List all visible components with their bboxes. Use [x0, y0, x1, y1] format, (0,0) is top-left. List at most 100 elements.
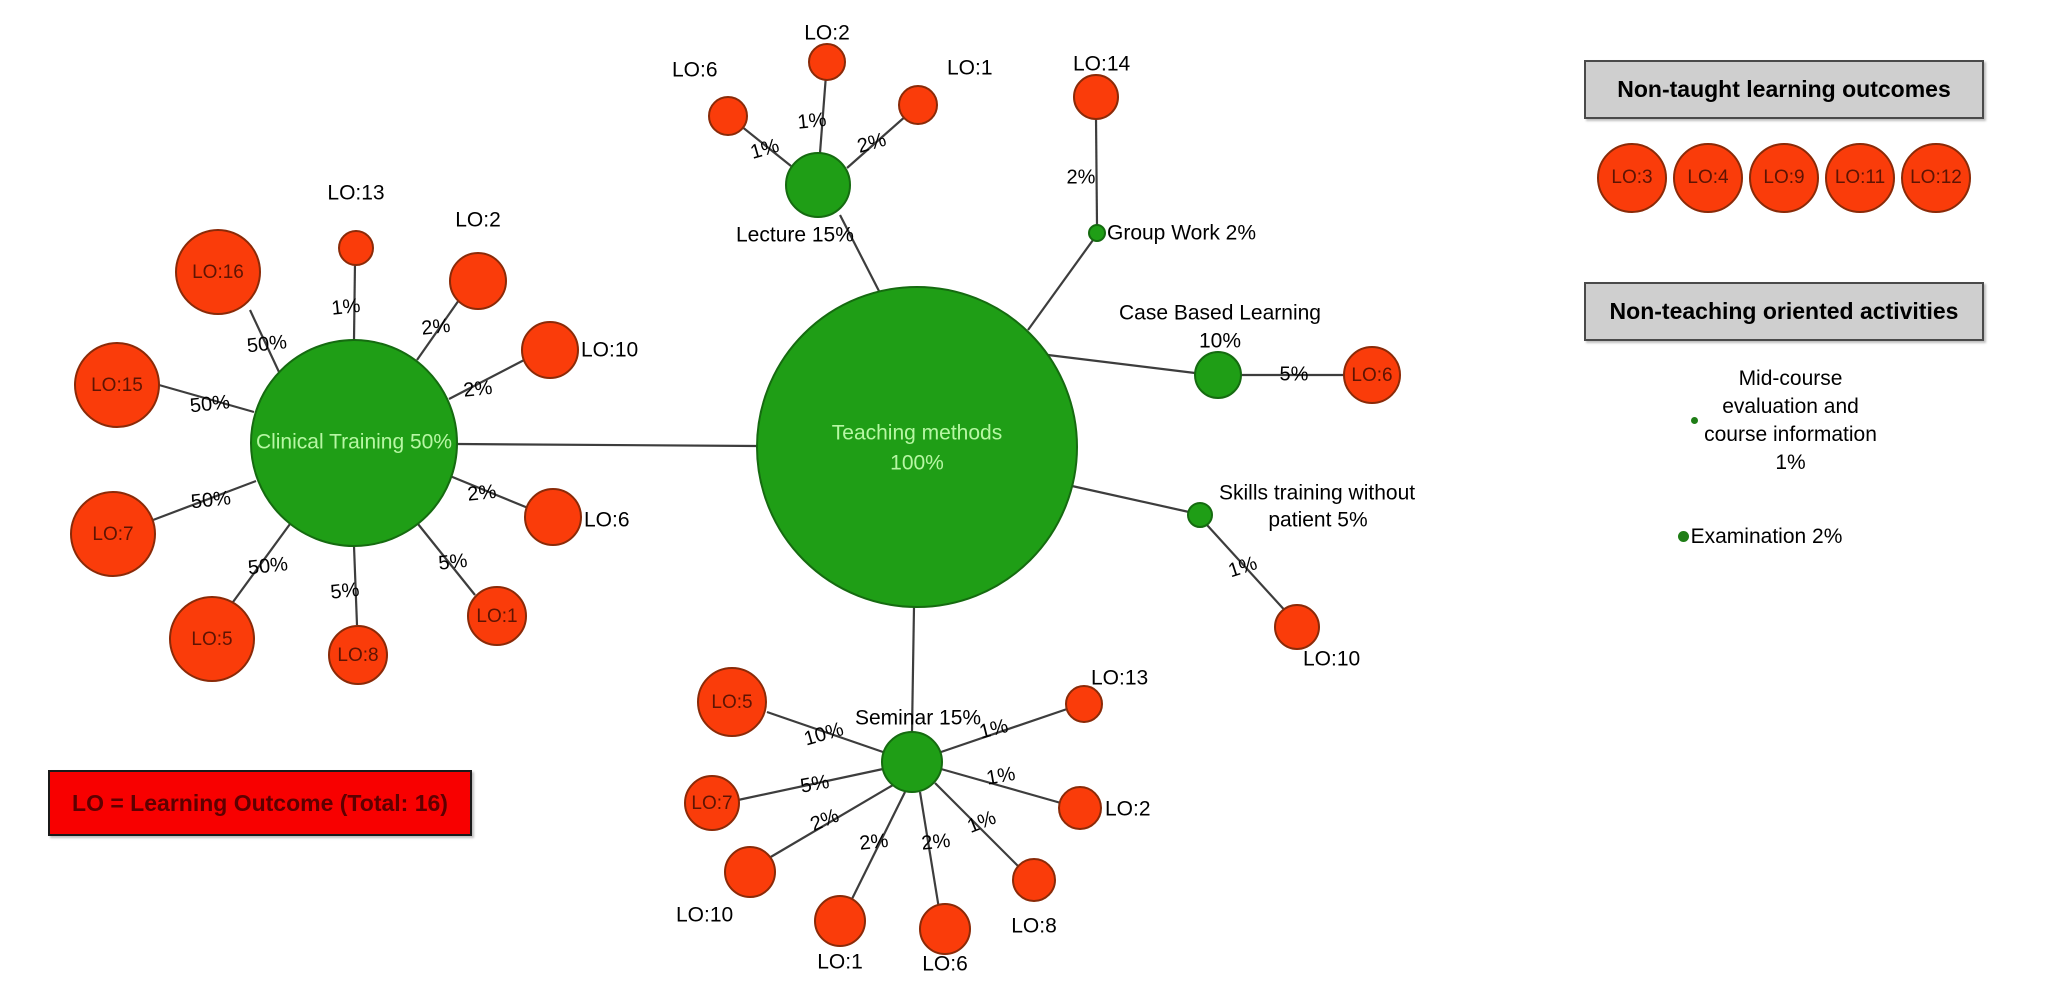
- node-lo6-clinical[interactable]: LO:6: [524, 488, 630, 546]
- node-clinical-training-circle[interactable]: [250, 339, 458, 547]
- node-group-work-circle[interactable]: [1088, 224, 1106, 242]
- node-skills-training-circle[interactable]: [1187, 502, 1213, 528]
- node-lo10-seminar-circle[interactable]: [724, 846, 776, 898]
- edge-skills-lo10: [1206, 524, 1290, 616]
- node-case-based-learning-circle[interactable]: [1194, 351, 1242, 399]
- node-lo13-seminar[interactable]: LO:13: [1065, 667, 1148, 723]
- legend-non-taught-title: Non-taught learning outcomes: [1584, 60, 1984, 119]
- weight-clinical-lo2: 2%: [420, 315, 451, 340]
- node-lo15-circle[interactable]: [74, 342, 160, 428]
- node-lo6-cbl-label: LO:6: [1351, 365, 1392, 386]
- node-lo6-lecture[interactable]: LO:6: [672, 59, 748, 136]
- node-lo6-clinical-circle[interactable]: [524, 488, 582, 546]
- node-lo8-clinical[interactable]: LO:8: [328, 625, 388, 685]
- legend-chip-lo3[interactable]: LO:3: [1597, 143, 1667, 213]
- node-lo1-clinical-circle[interactable]: [467, 586, 527, 646]
- edge-lecture-lo1: [846, 114, 908, 169]
- node-lo2-seminar-circle[interactable]: [1058, 786, 1102, 830]
- edge-clinical-lo13: [352, 261, 357, 341]
- node-lo2-clinical[interactable]: LO:2: [449, 209, 507, 310]
- node-lo16-circle[interactable]: [175, 229, 261, 315]
- node-lo6-cbl[interactable]: LO:6: [1343, 346, 1401, 404]
- node-teaching-methods-circle[interactable]: [756, 286, 1078, 608]
- legend-non-teaching-activities: Non-teaching oriented activities Mid-cou…: [1584, 282, 1984, 549]
- activity-examination[interactable]: Examination 2%: [1584, 525, 1984, 549]
- activity-mid-course-evaluation[interactable]: Mid-course evaluation and course informa…: [1584, 365, 1984, 477]
- node-lo1-clinical-label: LO:1: [476, 606, 517, 627]
- node-lo10-skills-label: LO:10: [1303, 648, 1360, 671]
- node-skills-training[interactable]: Skills training without patient 5%: [1187, 482, 1415, 532]
- weight-seminar-lo1: 2%: [858, 830, 889, 855]
- node-lo14-groupwork[interactable]: LO:14: [1073, 53, 1131, 120]
- node-lo2-lecture[interactable]: LO:2: [804, 22, 850, 81]
- node-lo6-seminar-circle[interactable]: [919, 903, 971, 955]
- node-lo15[interactable]: LO:15: [74, 342, 160, 428]
- node-lo7-circle[interactable]: [70, 491, 156, 577]
- node-lo6-cbl-circle[interactable]: [1343, 346, 1401, 404]
- node-lo10-clinical-circle[interactable]: [521, 321, 579, 379]
- node-lo10-skills[interactable]: LO:10: [1274, 604, 1360, 671]
- node-lo1-clinical[interactable]: LO:1: [467, 586, 527, 646]
- node-seminar-circle[interactable]: [881, 731, 943, 793]
- legend-chip-lo4[interactable]: LO:4: [1673, 143, 1743, 213]
- cluster-clinical-leaves: LO:16 LO:15 LO:7 LO:5 LO:8 LO:1: [70, 182, 638, 685]
- weight-clinical-lo16: 50%: [246, 331, 288, 357]
- node-lo5-seminar[interactable]: LO:5: [697, 667, 767, 737]
- node-lo1-lecture-circle[interactable]: [898, 85, 938, 125]
- node-lo14-groupwork-circle[interactable]: [1073, 74, 1119, 120]
- node-lo13-clinical[interactable]: LO:13: [327, 182, 385, 266]
- node-lo13-clinical-circle[interactable]: [338, 230, 374, 266]
- node-lo16[interactable]: LO:16: [175, 229, 261, 315]
- node-lecture[interactable]: Lecture 15%: [736, 152, 854, 247]
- node-lo1-seminar[interactable]: LO:1: [814, 895, 866, 974]
- node-lo1-lecture[interactable]: LO:1: [898, 57, 993, 125]
- node-lo2-seminar[interactable]: LO:2: [1058, 786, 1151, 830]
- learning-outcome-key-box: LO = Learning Outcome (Total: 16): [48, 770, 472, 836]
- node-group-work[interactable]: Group Work 2%: [1088, 222, 1256, 245]
- node-seminar[interactable]: Seminar 15%: [855, 707, 981, 793]
- node-lo10-seminar-label: LO:10: [676, 904, 733, 927]
- edge-teaching-groupwork: [1027, 239, 1094, 331]
- node-teaching-methods[interactable]: Teaching methods 100%: [756, 286, 1078, 608]
- node-lo6-seminar[interactable]: LO:6: [919, 903, 971, 976]
- node-lo5-seminar-circle[interactable]: [697, 667, 767, 737]
- node-lo8-clinical-label: LO:8: [337, 645, 378, 666]
- node-lo6-seminar-label: LO:6: [922, 953, 968, 976]
- node-lo7-seminar[interactable]: LO:7: [684, 775, 740, 831]
- activity-mid-course-line2: evaluation and: [1722, 394, 1859, 418]
- node-case-based-learning[interactable]: Case Based Learning 10%: [1119, 302, 1321, 399]
- edge-teaching-skills: [1062, 482, 1190, 514]
- node-lo6-lecture-circle[interactable]: [708, 96, 748, 136]
- node-lo13-seminar-circle[interactable]: [1065, 685, 1103, 723]
- node-lo8-seminar[interactable]: LO:8: [1011, 858, 1057, 938]
- node-lo10-clinical[interactable]: LO:10: [521, 321, 638, 379]
- legend-chip-lo12[interactable]: LO:12: [1901, 143, 1971, 213]
- node-clinical-training[interactable]: Clinical Training 50%: [250, 339, 458, 547]
- weight-clinical-lo15: 50%: [189, 391, 231, 417]
- legend-non-taught-outcomes: Non-taught learning outcomes LO:3 LO:4 L…: [1584, 60, 1984, 213]
- weight-clinical-lo5: 50%: [247, 553, 289, 579]
- edge-seminar-lo6: [918, 791, 942, 916]
- edge-clinical-lo7: [152, 479, 257, 522]
- node-lo8-clinical-circle[interactable]: [328, 625, 388, 685]
- legend-chip-lo9[interactable]: LO:9: [1749, 143, 1819, 213]
- edge-clinical-lo5: [232, 523, 291, 603]
- node-lo7[interactable]: LO:7: [70, 491, 156, 577]
- node-lo5-clinical[interactable]: LO:5: [169, 596, 255, 682]
- activity-mid-course-line1: Mid-course: [1738, 367, 1843, 390]
- node-lo10-clinical-label: LO:10: [581, 339, 638, 362]
- legend-chip-lo11[interactable]: LO:11: [1825, 143, 1895, 213]
- weight-seminar-lo8: 1%: [964, 807, 999, 838]
- node-lo1-seminar-circle[interactable]: [814, 895, 866, 947]
- node-lo2-lecture-circle[interactable]: [808, 43, 846, 81]
- node-lecture-circle[interactable]: [785, 152, 851, 218]
- node-lo10-skills-circle[interactable]: [1274, 604, 1320, 650]
- weight-seminar-lo6: 2%: [920, 830, 951, 855]
- node-lo8-seminar-circle[interactable]: [1012, 858, 1056, 902]
- weight-seminar-lo2: 1%: [985, 763, 1018, 790]
- node-lo10-seminar[interactable]: LO:10: [676, 846, 776, 927]
- node-lo7-seminar-circle[interactable]: [684, 775, 740, 831]
- node-lo2-clinical-circle[interactable]: [449, 252, 507, 310]
- activity-mid-course-text: Mid-course evaluation and course informa…: [1704, 365, 1877, 477]
- node-lo5-clinical-circle[interactable]: [169, 596, 255, 682]
